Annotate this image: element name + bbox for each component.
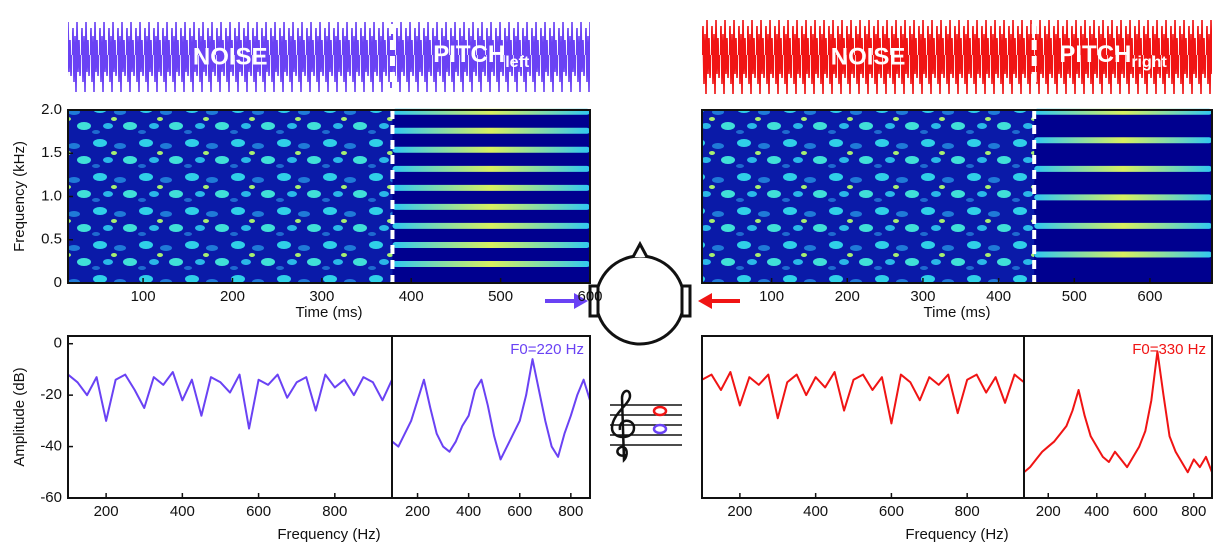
x-tick-label: 200 (405, 503, 430, 520)
spectrum-line (391, 358, 591, 461)
plot-frame (701, 109, 1213, 284)
head-diagram (588, 240, 692, 346)
y-axis-title: Frequency (kHz) (11, 141, 28, 252)
x-tick-label: 400 (456, 503, 481, 520)
plot-bg (1024, 336, 1212, 498)
harmonic-band (1034, 251, 1212, 258)
harmonic-band (392, 146, 590, 153)
x-tick-label: 200 (94, 503, 119, 520)
pitch-label: PITCHleft (433, 41, 530, 71)
x-tick-label: 600 (1133, 503, 1158, 520)
noise-label: NOISE (193, 43, 268, 70)
arrows (545, 293, 740, 309)
y-tick-label: 2.0 (41, 101, 62, 118)
plot-frame (391, 335, 591, 499)
spectrum-line (1023, 350, 1213, 474)
y-axis-title: Amplitude (dB) (11, 367, 28, 466)
x-tick-label: 300 (309, 288, 334, 305)
harmonic-band (1034, 222, 1212, 229)
x-tick-label: 600 (879, 503, 904, 520)
x-tick-label: 500 (488, 288, 513, 305)
x-tick-label: 400 (1084, 503, 1109, 520)
y-tick-label: 1.0 (41, 187, 62, 204)
harmonic-band (392, 203, 590, 210)
x-tick-label: 400 (986, 288, 1011, 305)
y-tick-label: 1.5 (41, 144, 62, 161)
x-tick-label: 400 (803, 503, 828, 520)
plot-bg (68, 336, 392, 498)
y-tick-label: -20 (40, 386, 62, 403)
x-tick-label: 400 (170, 503, 195, 520)
x-tick-label: 100 (131, 288, 156, 305)
plot-frame (1023, 335, 1213, 499)
x-tick-label: 800 (955, 503, 980, 520)
y-tick-label: -60 (40, 489, 62, 506)
x-tick-label: 200 (835, 288, 860, 305)
harmonic-band (392, 222, 590, 229)
spectrum-line (67, 371, 393, 430)
y-tick-label: 0 (54, 335, 62, 352)
x-axis-title: Time (ms) (924, 304, 991, 321)
x-tick-label: 500 (1062, 288, 1087, 305)
x-tick-label: 200 (220, 288, 245, 305)
x-tick-label: 800 (322, 503, 347, 520)
harmonic-band (1034, 194, 1212, 201)
noise-texture (702, 110, 1035, 283)
noise-label: NOISE (831, 43, 906, 70)
x-tick-label: 800 (558, 503, 583, 520)
waveform (702, 10, 1212, 100)
f0-annotation: F0=330 Hz (1132, 341, 1206, 358)
x-axis-title: Frequency (Hz) (905, 526, 1008, 543)
harmonic-band (392, 127, 590, 134)
f0-annotation: F0=220 Hz (510, 341, 584, 358)
y-tick-label: -40 (40, 438, 62, 455)
harmonic-band (1034, 165, 1212, 172)
pitch-label: PITCHright (1059, 41, 1167, 71)
x-tick-label: 600 (246, 503, 271, 520)
pitch-subscript: left (505, 54, 530, 71)
x-axis-title: Time (ms) (296, 304, 363, 321)
music-staff (610, 389, 682, 463)
harmonic-band (1034, 137, 1212, 144)
harmonic-band (392, 260, 590, 267)
x-tick-label: 600 (507, 503, 532, 520)
waveform (68, 10, 590, 100)
harmonic-band (392, 165, 590, 172)
noise-texture (68, 110, 393, 283)
x-axis-title: Frequency (Hz) (277, 526, 380, 543)
harmonic-band (392, 241, 590, 248)
x-tick-label: 600 (1137, 288, 1162, 305)
plot-bg (702, 336, 1024, 498)
x-tick-label: 200 (1036, 503, 1061, 520)
pitch-word: PITCH (1059, 41, 1131, 68)
x-tick-label: 400 (399, 288, 424, 305)
x-tick-label: 600 (577, 288, 602, 305)
pitch-word: PITCH (433, 41, 505, 68)
x-tick-label: 300 (910, 288, 935, 305)
x-tick-label: 200 (727, 503, 752, 520)
spectrum-line (701, 371, 1025, 425)
y-tick-label: 0.5 (41, 231, 62, 248)
x-tick-label: 100 (759, 288, 784, 305)
harmonic-band (392, 184, 590, 191)
pitch-subscript: right (1131, 54, 1167, 71)
y-tick-label: 0 (54, 274, 62, 291)
x-tick-label: 800 (1181, 503, 1206, 520)
